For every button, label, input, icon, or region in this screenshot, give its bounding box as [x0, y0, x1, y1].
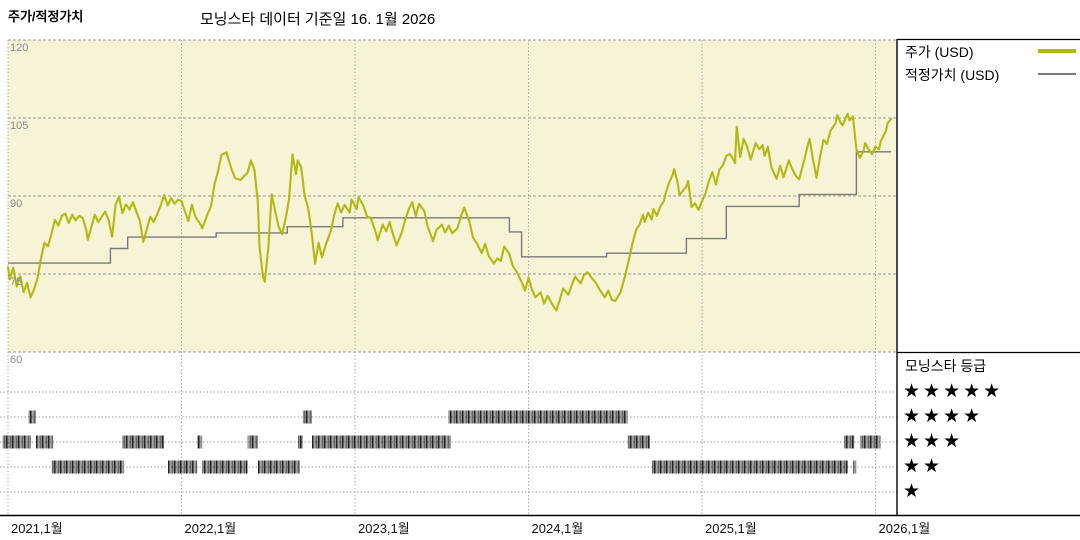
rating-bar-segment: [651, 460, 848, 474]
x-tick-label: 2025,1월: [705, 521, 757, 536]
rating-bar-segment: [627, 435, 650, 449]
rating-bar-segment: [311, 435, 451, 449]
x-tick-label: 2023,1월: [358, 521, 410, 536]
rating-bar-segment: [202, 460, 248, 474]
rating-panel-title: 모닝스타 등급: [905, 358, 987, 374]
rating-bar-segment: [297, 435, 303, 449]
legend-line-sample: [1038, 73, 1076, 75]
legend-line-sample: [1038, 49, 1076, 53]
legend-label: 적정가치 (USD): [905, 67, 1000, 83]
x-tick-label: 2026,1월: [878, 521, 931, 536]
rating-bar-segment: [302, 410, 312, 424]
legend-label: 주가 (USD): [905, 44, 974, 60]
y-tick-label: 120: [10, 42, 29, 54]
rating-bar-segment: [859, 435, 881, 449]
rating-bar-segment: [844, 435, 855, 449]
x-tick-label: 2022,1월: [184, 521, 237, 536]
rating-bar-segment: [197, 435, 203, 449]
rating-bar-segment: [28, 410, 36, 424]
star-rating-row-4: ★★★★: [903, 406, 984, 427]
rating-bar-segment: [35, 435, 54, 449]
rating-bar-segment: [51, 460, 125, 474]
rating-bar-segment: [852, 460, 857, 474]
rating-bar-segment: [448, 410, 628, 424]
y-tick-label: 105: [10, 120, 29, 132]
star-rating-row-5: ★★★★★: [903, 381, 1004, 402]
rating-bar-segment: [167, 460, 198, 474]
star-rating-row-2: ★★: [903, 456, 944, 477]
y-tick-label: 75: [10, 276, 23, 288]
section-title: 주가/적정가치: [8, 9, 84, 24]
rating-bar-segment: [257, 460, 300, 474]
star-rating-row-3: ★★★: [903, 431, 964, 452]
x-tick-label: 2024,1월: [531, 521, 584, 536]
star-rating-row-1: ★: [903, 481, 924, 502]
price-line: [6, 112, 893, 312]
y-tick-label: 60: [10, 354, 23, 366]
rating-bar-segment: [247, 435, 258, 449]
rating-bar-segment: [2, 435, 31, 449]
rating-bar-segment: [122, 435, 165, 449]
y-tick-label: 90: [10, 198, 23, 210]
chart-title: 모닝스타 데이터 기준일 16. 1월 2026: [200, 11, 436, 28]
x-tick-label: 2021,1월: [11, 521, 63, 536]
